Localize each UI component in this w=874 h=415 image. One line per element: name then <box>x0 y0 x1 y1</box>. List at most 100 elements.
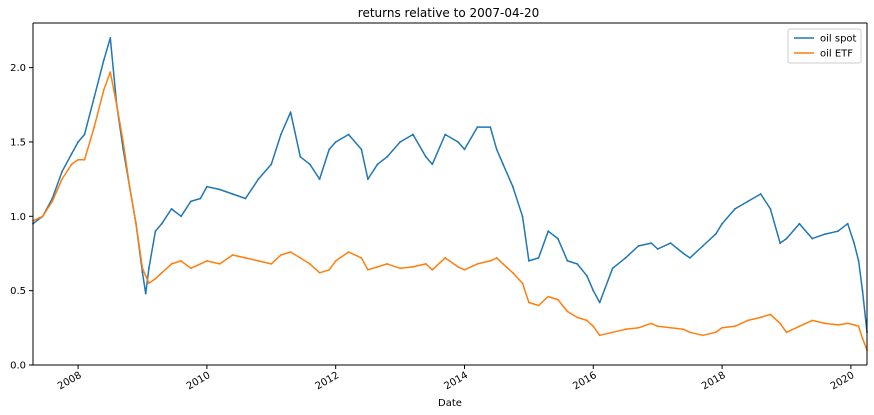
data-point-oil-etf <box>811 319 814 322</box>
data-point-oil-spot <box>386 155 389 158</box>
data-point-oil-etf <box>148 282 150 285</box>
data-point-oil-spot <box>77 141 79 143</box>
data-point-oil-spot <box>759 193 762 195</box>
data-point-oil-etf <box>367 268 369 271</box>
data-point-oil-spot <box>785 237 788 240</box>
x-tick-label: 2016 <box>571 370 599 392</box>
data-point-oil-spot <box>318 178 321 181</box>
data-point-oil-spot <box>495 148 498 151</box>
data-point-oil-spot <box>689 257 691 259</box>
data-point-oil-etf <box>669 326 672 329</box>
data-point-oil-spot <box>154 230 157 233</box>
y-tick-label: 2.0 <box>10 63 26 74</box>
data-point-oil-spot <box>521 215 524 218</box>
data-point-oil-etf <box>424 263 427 265</box>
data-point-oil-etf <box>689 331 691 334</box>
data-point-oil-etf <box>759 316 762 319</box>
data-point-oil-etf <box>721 326 723 329</box>
data-point-oil-spot <box>769 208 772 210</box>
data-point-oil-spot <box>811 237 814 240</box>
data-point-oil-etf <box>547 295 550 298</box>
data-point-oil-etf <box>846 322 849 325</box>
data-point-oil-etf <box>70 163 73 166</box>
data-point-oil-spot <box>444 133 447 136</box>
data-point-oil-etf <box>280 254 282 256</box>
data-point-oil-spot <box>399 141 401 143</box>
data-point-oil-spot <box>141 271 144 274</box>
data-point-oil-etf <box>798 325 801 328</box>
data-point-oil-etf <box>769 313 772 316</box>
data-point-oil-spot <box>360 148 363 151</box>
data-point-oil-spot <box>70 153 73 155</box>
data-point-oil-spot <box>431 163 434 166</box>
data-point-oil-etf <box>521 282 524 285</box>
data-point-oil-etf <box>489 260 492 262</box>
data-point-oil-spot <box>412 133 414 136</box>
data-point-oil-etf <box>180 260 183 262</box>
data-point-oil-spot <box>189 200 192 203</box>
data-point-oil-spot <box>624 257 627 259</box>
data-point-oil-spot <box>463 148 466 151</box>
data-point-oil-spot <box>734 208 736 210</box>
x-axis-label: Date <box>438 398 462 409</box>
data-point-oil-etf <box>586 319 588 322</box>
data-point-oil-etf <box>122 141 125 143</box>
data-point-oil-spot <box>160 222 163 225</box>
data-point-oil-etf <box>463 268 466 271</box>
data-point-oil-spot <box>280 133 282 136</box>
chart-title: returns relative to 2007-04-20 <box>358 6 539 20</box>
data-point-oil-spot <box>566 260 569 262</box>
data-point-oil-spot <box>218 188 221 191</box>
legend-label-oil-spot: oil spot <box>820 34 857 45</box>
plot-background <box>33 23 867 365</box>
data-point-oil-spot <box>347 133 350 136</box>
data-point-oil-etf <box>244 257 247 259</box>
legend: oil spot oil ETF <box>787 28 862 64</box>
legend-label-oil-etf: oil ETF <box>820 49 853 60</box>
data-point-oil-spot <box>557 237 559 240</box>
data-point-oil-etf <box>128 185 131 188</box>
data-point-oil-spot <box>701 245 704 247</box>
data-point-oil-etf <box>779 322 781 325</box>
data-point-oil-etf <box>502 263 504 265</box>
data-point-oil-etf <box>656 325 659 328</box>
data-point-oil-etf <box>853 324 855 326</box>
data-point-oil-spot <box>309 163 311 166</box>
data-point-oil-spot <box>511 185 514 188</box>
data-point-oil-spot <box>206 185 208 188</box>
data-point-oil-spot <box>257 178 260 181</box>
x-tick-label: 2012 <box>314 370 342 392</box>
data-point-oil-etf <box>199 263 202 265</box>
y-tick-label: 1.5 <box>10 137 26 148</box>
data-point-oil-spot <box>528 260 530 262</box>
series-points-oil-etf <box>32 71 868 351</box>
data-point-oil-spot <box>846 222 849 225</box>
data-point-oil-etf <box>77 158 79 161</box>
data-point-oil-etf <box>206 260 208 262</box>
plot-area <box>32 22 868 366</box>
data-point-oil-spot <box>861 289 864 292</box>
data-point-oil-etf <box>861 337 864 340</box>
data-point-oil-etf <box>318 271 321 274</box>
data-point-oil-etf <box>611 331 614 334</box>
data-point-oil-spot <box>637 245 640 247</box>
data-point-oil-etf <box>83 158 86 161</box>
data-point-oil-spot <box>457 141 459 143</box>
x-axis: 2008 2010 2012 2014 2016 2018 2020 <box>56 365 856 392</box>
data-point-oil-spot <box>93 96 96 99</box>
x-tick-label: 2020 <box>829 370 857 392</box>
data-point-oil-etf <box>41 215 44 218</box>
data-point-oil-spot <box>586 274 588 277</box>
y-tick-label: 0.5 <box>10 286 26 297</box>
data-point-oil-spot <box>144 292 147 295</box>
data-point-oil-spot <box>424 155 427 158</box>
data-point-oil-etf <box>334 260 337 262</box>
data-point-oil-etf <box>592 325 595 328</box>
data-point-oil-etf <box>347 251 350 253</box>
data-point-oil-etf <box>144 274 147 277</box>
data-point-oil-spot <box>367 178 369 181</box>
data-point-oil-etf <box>376 266 379 268</box>
data-point-oil-etf <box>682 328 685 331</box>
data-point-oil-spot <box>576 263 579 265</box>
